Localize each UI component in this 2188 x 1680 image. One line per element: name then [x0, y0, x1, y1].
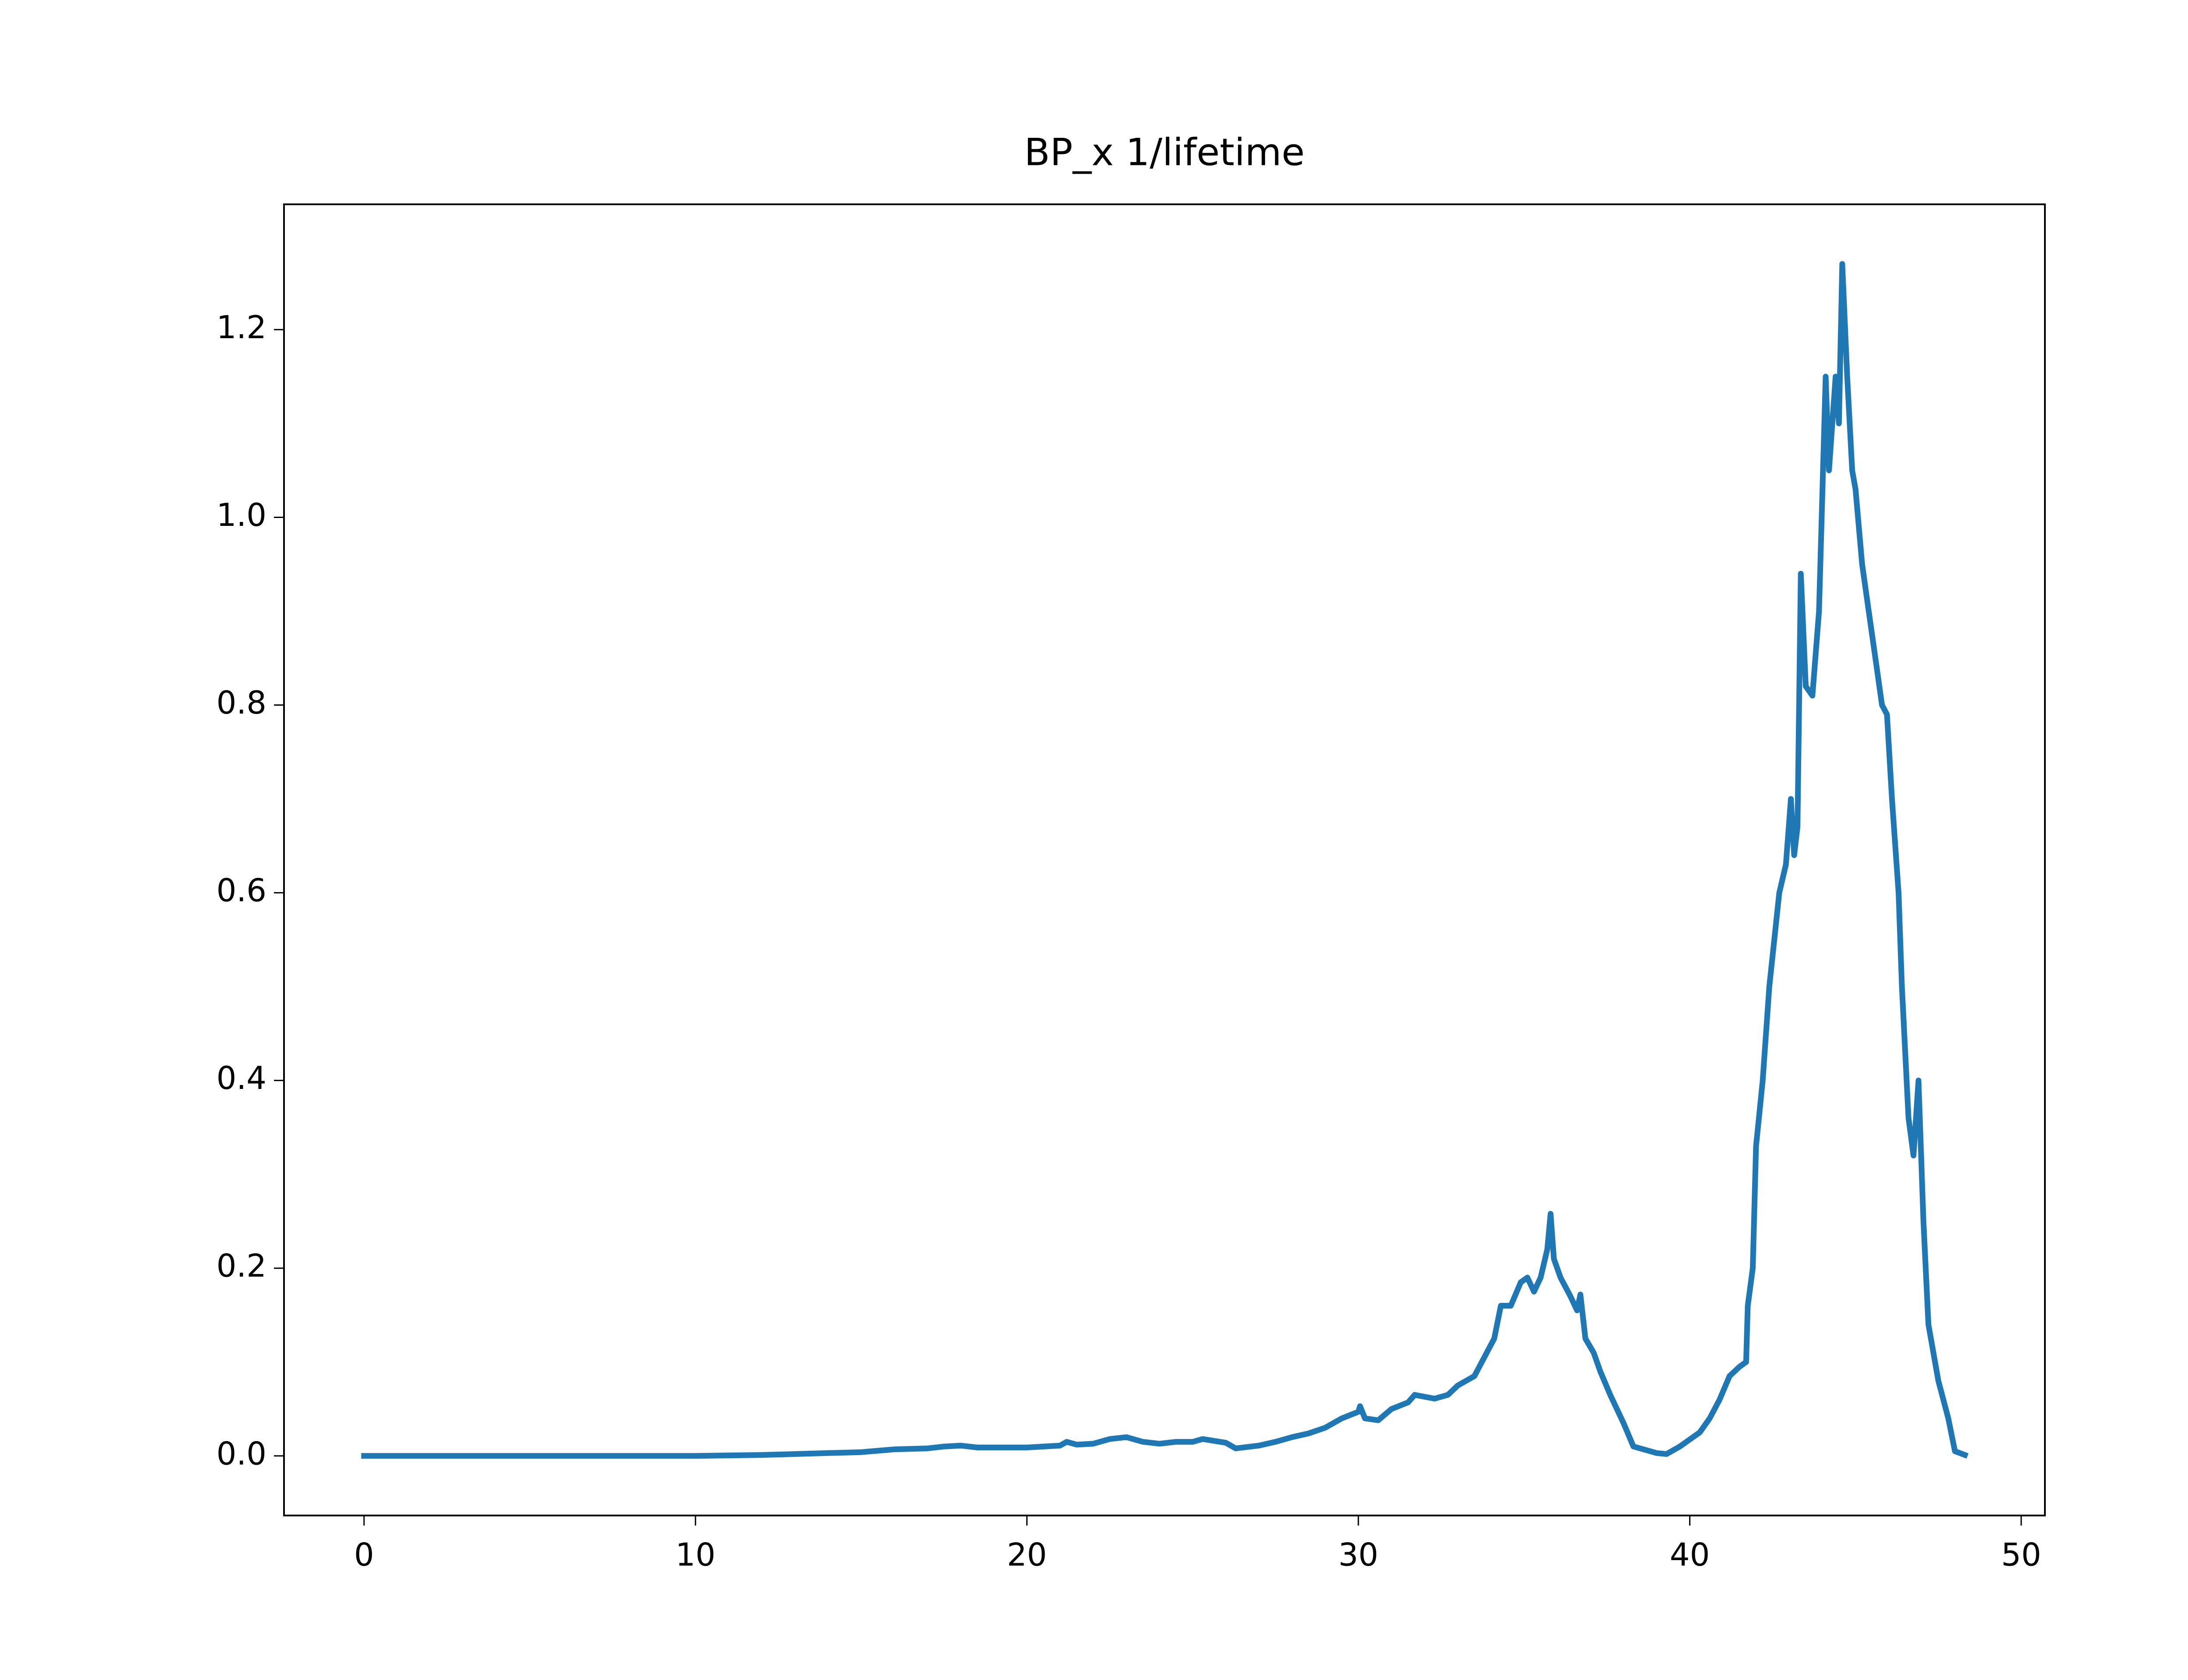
y-tick-label: 1.0: [216, 497, 266, 533]
data-line: [361, 261, 1969, 1459]
y-tick-label: 0.4: [216, 1060, 266, 1096]
y-tick-label: 0.8: [216, 684, 266, 721]
x-tick-label: 50: [2001, 1536, 2041, 1573]
axes-frame: [283, 203, 2046, 1516]
y-tick-label: 0.0: [216, 1435, 266, 1472]
y-tick-label: 0.2: [216, 1247, 266, 1284]
x-tick-label: 0: [354, 1536, 374, 1573]
y-tick-label: 1.2: [216, 309, 266, 346]
x-tick-label: 20: [1007, 1536, 1047, 1573]
x-tick-label: 30: [1338, 1536, 1378, 1573]
y-tick-label: 0.6: [216, 872, 266, 909]
x-tick-label: 10: [675, 1536, 715, 1573]
x-tick-label: 40: [1670, 1536, 1710, 1573]
chart-title: BP_x 1/lifetime: [1024, 130, 1304, 174]
